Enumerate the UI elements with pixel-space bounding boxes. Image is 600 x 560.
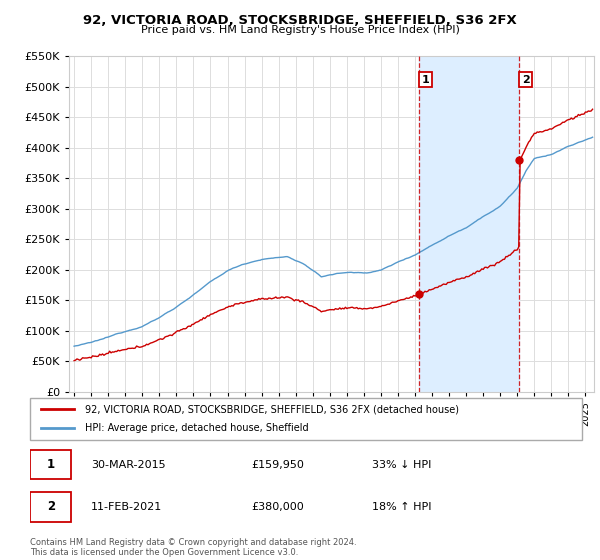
Text: 33% ↓ HPI: 33% ↓ HPI xyxy=(372,460,431,470)
Text: 2: 2 xyxy=(47,501,55,514)
FancyBboxPatch shape xyxy=(30,450,71,479)
Text: 1: 1 xyxy=(47,458,55,471)
Text: 30-MAR-2015: 30-MAR-2015 xyxy=(91,460,166,470)
Text: HPI: Average price, detached house, Sheffield: HPI: Average price, detached house, Shef… xyxy=(85,423,309,433)
FancyBboxPatch shape xyxy=(30,398,582,440)
Text: 18% ↑ HPI: 18% ↑ HPI xyxy=(372,502,432,512)
Text: 11-FEB-2021: 11-FEB-2021 xyxy=(91,502,162,512)
Text: 2: 2 xyxy=(522,74,530,85)
Bar xyxy=(419,56,520,392)
Text: 1: 1 xyxy=(422,74,430,85)
Text: £380,000: £380,000 xyxy=(251,502,304,512)
Text: £159,950: £159,950 xyxy=(251,460,304,470)
FancyBboxPatch shape xyxy=(30,492,71,521)
Text: Contains HM Land Registry data © Crown copyright and database right 2024.
This d: Contains HM Land Registry data © Crown c… xyxy=(30,538,356,557)
Text: 92, VICTORIA ROAD, STOCKSBRIDGE, SHEFFIELD, S36 2FX (detached house): 92, VICTORIA ROAD, STOCKSBRIDGE, SHEFFIE… xyxy=(85,404,459,414)
Text: Price paid vs. HM Land Registry's House Price Index (HPI): Price paid vs. HM Land Registry's House … xyxy=(140,25,460,35)
Text: 92, VICTORIA ROAD, STOCKSBRIDGE, SHEFFIELD, S36 2FX: 92, VICTORIA ROAD, STOCKSBRIDGE, SHEFFIE… xyxy=(83,14,517,27)
